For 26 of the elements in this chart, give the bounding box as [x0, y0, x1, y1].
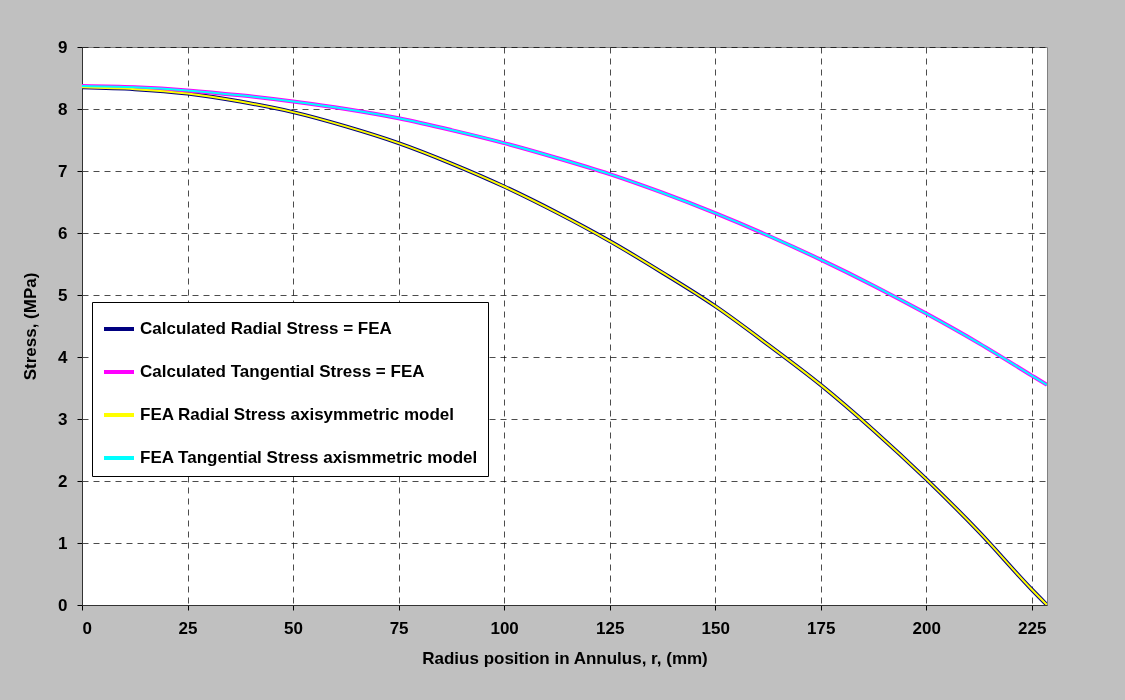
y-axis-title: Stress, (MPa): [21, 272, 41, 381]
y-tick-label: 9: [58, 37, 68, 57]
y-tick-label: 3: [58, 409, 68, 429]
x-tick-label: 125: [595, 618, 625, 638]
x-tick-label: 75: [389, 618, 409, 638]
y-tick-label: 1: [58, 533, 68, 553]
legend-label: FEA Tangential Stress axismmetric model: [140, 448, 478, 467]
legend-label: Calculated Radial Stress = FEA: [140, 319, 392, 338]
y-tick-label: 4: [58, 347, 69, 367]
y-tick-label: 2: [58, 471, 68, 491]
legend-label: Calculated Tangential Stress = FEA: [140, 362, 425, 381]
x-tick-label: 100: [490, 618, 519, 638]
x-tick-label: 50: [284, 618, 304, 638]
y-tick-label: 5: [58, 285, 68, 305]
x-axis-title: Radius position in Annulus, r, (mm): [422, 648, 708, 668]
x-tick-label: 25: [178, 618, 198, 638]
x-tick-label: 225: [1018, 618, 1047, 638]
x-tick-label: 175: [807, 618, 836, 638]
x-tick-label: 200: [912, 618, 941, 638]
x-tick-label: 150: [701, 618, 730, 638]
x-tick-label: 0: [82, 618, 92, 638]
legend-label: FEA Radial Stress axisymmetric model: [140, 405, 455, 424]
y-tick-label: 6: [58, 223, 68, 243]
y-tick-label: 0: [58, 595, 68, 615]
y-tick-label: 8: [58, 99, 68, 119]
y-tick-label: 7: [58, 161, 68, 181]
